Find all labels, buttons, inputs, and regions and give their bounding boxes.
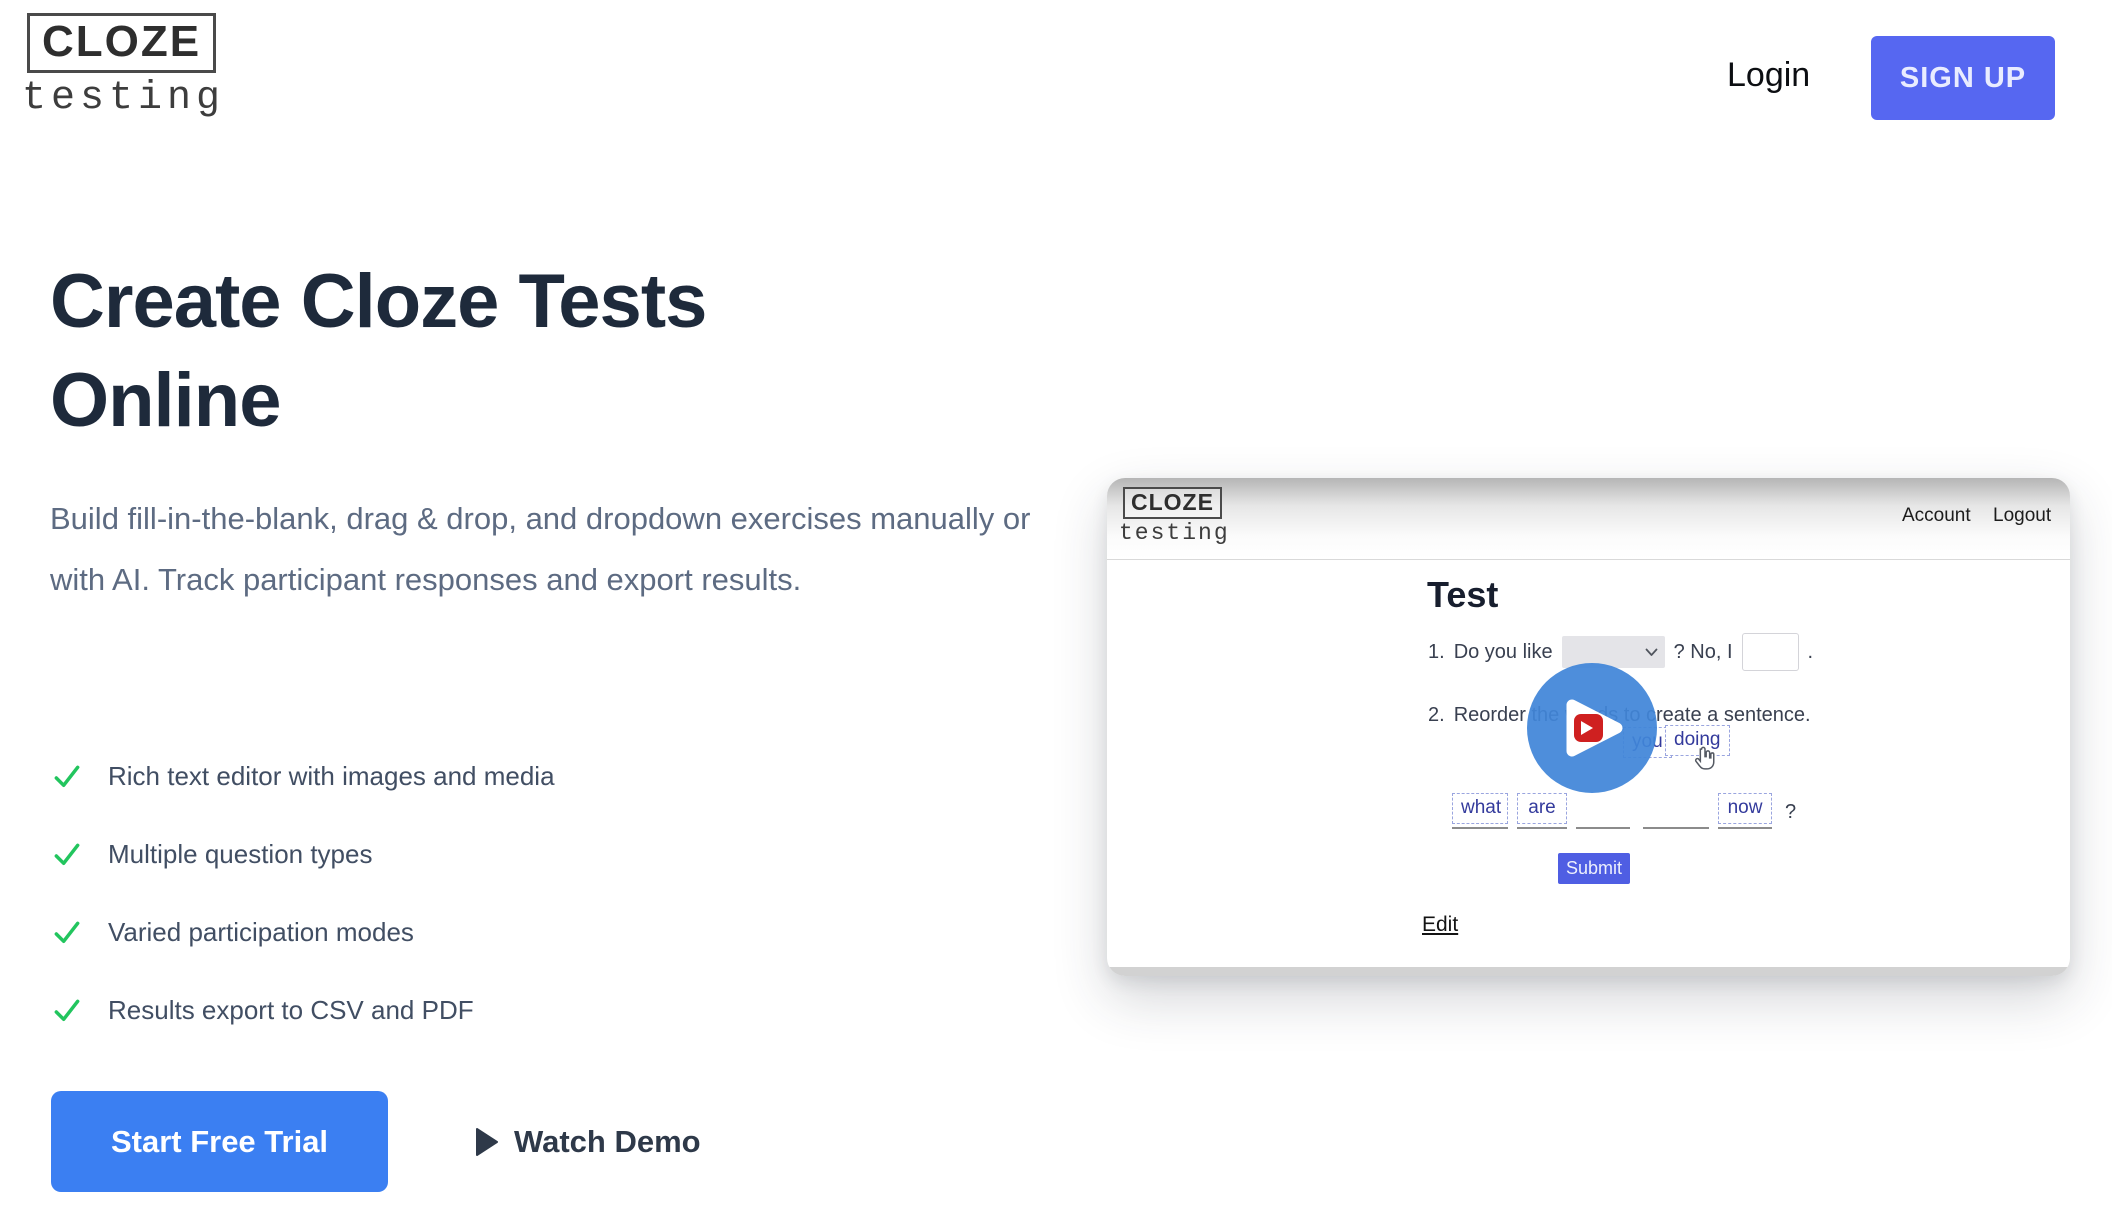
checkmark-icon xyxy=(54,843,80,866)
brand-name-top: CLOZE xyxy=(42,17,202,66)
feature-label: Rich text editor with images and media xyxy=(108,760,555,791)
feature-label: Results export to CSV and PDF xyxy=(108,994,474,1025)
word-chip-now[interactable]: now xyxy=(1718,793,1772,824)
watch-demo-label: Watch Demo xyxy=(514,1123,701,1159)
answer-text-input[interactable] xyxy=(1741,633,1799,671)
demo-submit-button[interactable]: Submit xyxy=(1558,853,1630,884)
demo-question-1: 1. Do you like ? No, I . xyxy=(1428,630,1813,674)
demo-test-title: Test xyxy=(1427,574,1499,615)
feature-item: Multiple question types xyxy=(51,815,555,893)
login-link[interactable]: Login xyxy=(1727,56,1811,94)
demo-brand-name-bottom: testing xyxy=(1119,520,1230,546)
play-triangle-icon xyxy=(476,1127,498,1156)
answer-dropdown[interactable] xyxy=(1561,636,1665,668)
page-title-line2: Online xyxy=(50,358,281,443)
page-title: Create Cloze Tests Online xyxy=(50,252,707,450)
checkmark-icon xyxy=(54,921,80,944)
checkmark-icon xyxy=(54,765,80,788)
cta-row: Start Free Trial Watch Demo xyxy=(51,1091,701,1192)
reorder-sentence-row: what are now ? xyxy=(1452,793,1796,829)
signup-button[interactable]: SIGN UP xyxy=(1871,36,2055,120)
word-chip-are[interactable]: are xyxy=(1517,793,1567,824)
demo-edit-link[interactable]: Edit xyxy=(1422,913,1459,936)
reorder-slot-empty[interactable] xyxy=(1643,827,1709,829)
reorder-slot: what xyxy=(1452,793,1508,829)
feature-label: Varied participation modes xyxy=(108,916,414,947)
question-number: 2. xyxy=(1428,703,1445,726)
hero-description: Build fill-in-the-blank, drag & drop, an… xyxy=(50,501,1031,597)
demo-account-link[interactable]: Account xyxy=(1902,505,1971,526)
demo-app-header: CLOZE testing Account Logout xyxy=(1107,478,2070,560)
word-chip-what[interactable]: what xyxy=(1452,793,1508,824)
demo-logout-link[interactable]: Logout xyxy=(1993,505,2052,526)
hand-cursor-icon xyxy=(1694,746,1715,770)
reorder-slot: are xyxy=(1517,793,1567,829)
word-chip-doing[interactable]: doing xyxy=(1665,725,1730,756)
video-bottom-edge xyxy=(1107,967,2070,976)
slot-underline xyxy=(1718,827,1772,829)
slot-underline xyxy=(1517,827,1567,829)
slot-underline xyxy=(1452,827,1508,829)
feature-item: Results export to CSV and PDF xyxy=(51,971,555,1049)
play-button-icon xyxy=(1566,699,1623,757)
reorder-slot: now xyxy=(1718,793,1772,829)
question-text: Do you like xyxy=(1453,640,1553,663)
slot-underline xyxy=(1576,827,1630,829)
question-text: ? No, I xyxy=(1673,640,1733,663)
feature-list: Rich text editor with images and media M… xyxy=(51,737,555,1049)
feature-label: Multiple question types xyxy=(108,838,373,869)
chevron-down-icon xyxy=(1645,648,1658,656)
feature-item: Varied participation modes xyxy=(51,893,555,971)
start-free-trial-button[interactable]: Start Free Trial xyxy=(51,1091,388,1192)
demo-brand-name-top: CLOZE xyxy=(1131,489,1214,515)
demo-brand-logo: CLOZE xyxy=(1123,487,1222,519)
question-number: 1. xyxy=(1428,640,1445,663)
brand-logo: CLOZE xyxy=(27,13,217,73)
video-play-button[interactable] xyxy=(1527,663,1657,793)
checkmark-icon xyxy=(54,999,80,1022)
question-mark-text: ? xyxy=(1785,801,1797,823)
slot-underline xyxy=(1643,827,1709,829)
page-title-line1: Create Cloze Tests xyxy=(50,259,707,344)
demo-video-card: CLOZE testing Account Logout Test 1. Do … xyxy=(1107,478,2070,976)
watch-demo-button[interactable]: Watch Demo xyxy=(474,1124,701,1160)
feature-item: Rich text editor with images and media xyxy=(51,737,555,815)
brand-name-bottom: testing xyxy=(22,76,226,121)
question-text: . xyxy=(1807,640,1814,663)
reorder-slot-empty[interactable] xyxy=(1576,827,1630,829)
